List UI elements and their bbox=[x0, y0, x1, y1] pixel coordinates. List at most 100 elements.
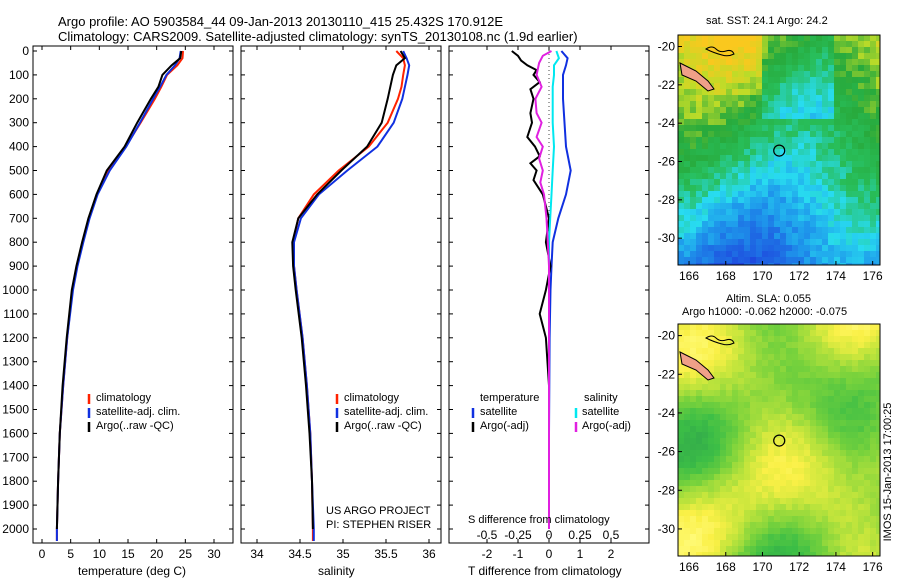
map-cell bbox=[834, 185, 841, 192]
map-cell bbox=[798, 384, 805, 391]
map-cell bbox=[702, 137, 709, 144]
map-cell bbox=[738, 95, 745, 102]
map-cell bbox=[762, 77, 769, 84]
map-cell bbox=[774, 203, 781, 210]
map-cell bbox=[846, 396, 853, 403]
map-cell bbox=[876, 450, 880, 457]
map-cell bbox=[876, 474, 880, 481]
map-cell bbox=[762, 354, 769, 361]
map-cell bbox=[780, 324, 787, 331]
map-cell bbox=[708, 552, 715, 556]
map-cell bbox=[804, 83, 811, 90]
map-cell bbox=[774, 143, 781, 150]
map-cell bbox=[774, 534, 781, 541]
map-cell bbox=[762, 474, 769, 481]
map-cell bbox=[846, 546, 853, 553]
map-cell bbox=[810, 119, 817, 126]
map-cell bbox=[756, 396, 763, 403]
map-cell bbox=[858, 137, 865, 144]
map-cell bbox=[714, 324, 721, 331]
map-cell bbox=[870, 119, 877, 126]
map-cell bbox=[828, 35, 835, 42]
map-cell bbox=[798, 179, 805, 186]
map-cell bbox=[792, 420, 799, 427]
map-cell bbox=[786, 101, 793, 108]
map-cell bbox=[762, 552, 769, 556]
map-cell bbox=[780, 432, 787, 439]
diff-legend-t-head: temperature bbox=[480, 392, 540, 404]
map-cell bbox=[870, 384, 877, 391]
map-cell bbox=[780, 41, 787, 48]
map-cell bbox=[840, 516, 847, 523]
map-cell bbox=[720, 221, 727, 228]
map-cell bbox=[714, 498, 721, 505]
map-cell bbox=[870, 221, 877, 228]
map-cell bbox=[738, 366, 745, 373]
map-cell bbox=[720, 396, 727, 403]
map-cell bbox=[774, 83, 781, 90]
map-cell bbox=[792, 251, 799, 258]
map-cell bbox=[774, 426, 781, 433]
map-cell bbox=[816, 161, 823, 168]
map-cell bbox=[864, 191, 871, 198]
map-cell bbox=[864, 372, 871, 379]
map-cell bbox=[852, 498, 859, 505]
map-cell bbox=[750, 366, 757, 373]
map-cell bbox=[744, 360, 751, 367]
map-cell bbox=[684, 257, 691, 264]
map-cell bbox=[768, 492, 775, 499]
map-cell bbox=[726, 185, 733, 192]
map-cell bbox=[762, 125, 769, 132]
map-cell bbox=[852, 239, 859, 246]
map-cell bbox=[840, 522, 847, 529]
map-cell bbox=[858, 444, 865, 451]
map-cell bbox=[840, 528, 847, 535]
map-cell bbox=[780, 414, 787, 421]
map-cell bbox=[684, 53, 691, 60]
map-cell bbox=[876, 251, 880, 258]
map-cell bbox=[744, 414, 751, 421]
map-cell bbox=[840, 492, 847, 499]
map-cell bbox=[750, 161, 757, 168]
map-cell bbox=[792, 402, 799, 409]
map-cell bbox=[864, 456, 871, 463]
map-cell bbox=[744, 245, 751, 252]
map-cell bbox=[738, 360, 745, 367]
map-cell bbox=[714, 366, 721, 373]
map-cell bbox=[810, 486, 817, 493]
map-cell bbox=[798, 474, 805, 481]
map-cell bbox=[750, 546, 757, 553]
map-cell bbox=[702, 245, 709, 252]
map-cell bbox=[828, 119, 835, 126]
map-cell bbox=[780, 552, 787, 556]
map-cell bbox=[702, 197, 709, 204]
map-cell bbox=[846, 384, 853, 391]
map-cell bbox=[738, 462, 745, 469]
map-cell bbox=[864, 227, 871, 234]
map-cell bbox=[840, 408, 847, 415]
map-cell bbox=[804, 546, 811, 553]
map-cell bbox=[774, 131, 781, 138]
map-cell bbox=[822, 384, 829, 391]
map-cell bbox=[726, 552, 733, 556]
map-cell bbox=[708, 233, 715, 240]
map-cell bbox=[858, 450, 865, 457]
map-cell bbox=[750, 155, 757, 162]
map-cell bbox=[816, 540, 823, 547]
map-cell bbox=[720, 71, 727, 78]
map-cell bbox=[678, 89, 685, 96]
map-cell bbox=[744, 396, 751, 403]
map-ytick-label: -26 bbox=[658, 155, 676, 169]
map-cell bbox=[828, 239, 835, 246]
map-cell bbox=[732, 468, 739, 475]
map-cell bbox=[852, 474, 859, 481]
map-cell bbox=[684, 384, 691, 391]
map-cell bbox=[696, 492, 703, 499]
map-cell bbox=[762, 119, 769, 126]
temp-series-line bbox=[55, 50, 184, 541]
map-cell bbox=[852, 143, 859, 150]
map-cell bbox=[738, 486, 745, 493]
map-cell bbox=[786, 179, 793, 186]
map-cell bbox=[804, 155, 811, 162]
map-cell bbox=[762, 426, 769, 433]
